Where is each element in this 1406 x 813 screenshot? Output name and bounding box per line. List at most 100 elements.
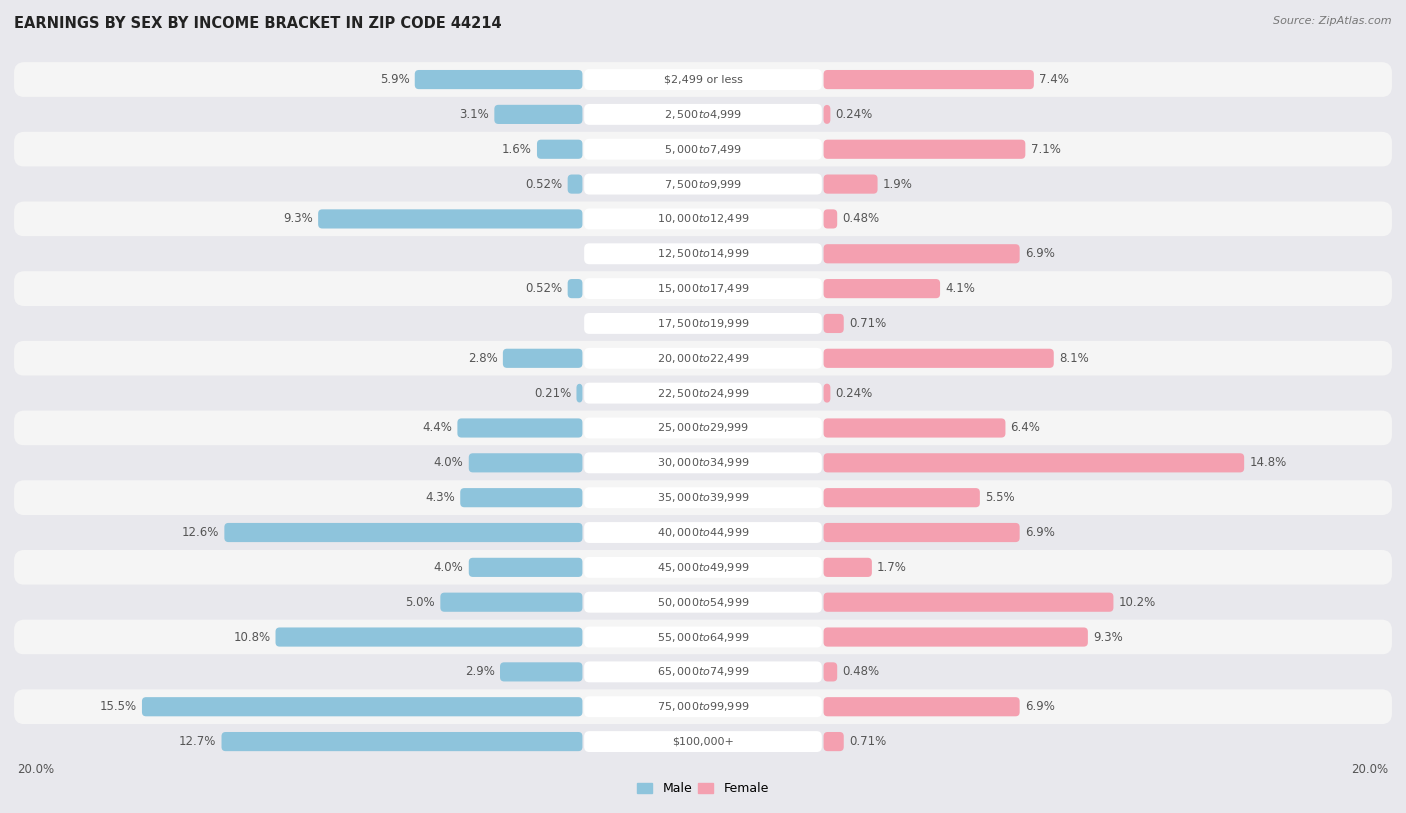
- FancyBboxPatch shape: [824, 628, 1088, 646]
- FancyBboxPatch shape: [824, 70, 1033, 89]
- Text: 6.9%: 6.9%: [1025, 526, 1054, 539]
- Text: 9.3%: 9.3%: [1092, 631, 1123, 644]
- FancyBboxPatch shape: [14, 341, 1392, 376]
- FancyBboxPatch shape: [583, 418, 823, 438]
- FancyBboxPatch shape: [14, 202, 1392, 237]
- FancyBboxPatch shape: [583, 104, 823, 125]
- FancyBboxPatch shape: [824, 454, 1244, 472]
- Text: 4.1%: 4.1%: [945, 282, 976, 295]
- FancyBboxPatch shape: [824, 105, 831, 124]
- FancyBboxPatch shape: [583, 348, 823, 369]
- Text: 6.9%: 6.9%: [1025, 247, 1054, 260]
- Text: 4.4%: 4.4%: [422, 421, 453, 434]
- Text: 4.0%: 4.0%: [434, 456, 464, 469]
- FancyBboxPatch shape: [14, 62, 1392, 97]
- FancyBboxPatch shape: [824, 593, 1114, 611]
- Text: $30,000 to $34,999: $30,000 to $34,999: [657, 456, 749, 469]
- FancyBboxPatch shape: [824, 244, 1019, 263]
- FancyBboxPatch shape: [824, 663, 837, 681]
- FancyBboxPatch shape: [583, 313, 823, 334]
- FancyBboxPatch shape: [468, 558, 582, 577]
- FancyBboxPatch shape: [276, 628, 582, 646]
- Legend: Male, Female: Male, Female: [633, 777, 773, 801]
- FancyBboxPatch shape: [14, 585, 1392, 620]
- Text: 5.5%: 5.5%: [986, 491, 1015, 504]
- Text: 14.8%: 14.8%: [1250, 456, 1286, 469]
- Text: 8.1%: 8.1%: [1059, 352, 1088, 365]
- FancyBboxPatch shape: [583, 383, 823, 403]
- FancyBboxPatch shape: [583, 278, 823, 299]
- Text: $2,500 to $4,999: $2,500 to $4,999: [664, 108, 742, 121]
- Text: 5.9%: 5.9%: [380, 73, 409, 86]
- Text: 0.21%: 0.21%: [534, 387, 571, 400]
- FancyBboxPatch shape: [583, 662, 823, 682]
- FancyBboxPatch shape: [14, 480, 1392, 515]
- FancyBboxPatch shape: [583, 627, 823, 647]
- Text: $50,000 to $54,999: $50,000 to $54,999: [657, 596, 749, 609]
- FancyBboxPatch shape: [503, 349, 582, 367]
- FancyBboxPatch shape: [14, 237, 1392, 272]
- FancyBboxPatch shape: [583, 243, 823, 264]
- FancyBboxPatch shape: [824, 558, 872, 577]
- Text: 1.6%: 1.6%: [502, 143, 531, 156]
- Text: 4.3%: 4.3%: [426, 491, 456, 504]
- FancyBboxPatch shape: [225, 523, 582, 542]
- FancyBboxPatch shape: [318, 209, 582, 228]
- Text: 15.5%: 15.5%: [100, 700, 136, 713]
- FancyBboxPatch shape: [14, 272, 1392, 306]
- FancyBboxPatch shape: [14, 167, 1392, 202]
- FancyBboxPatch shape: [824, 209, 837, 228]
- Text: 20.0%: 20.0%: [17, 763, 55, 776]
- FancyBboxPatch shape: [824, 488, 980, 507]
- FancyBboxPatch shape: [14, 515, 1392, 550]
- FancyBboxPatch shape: [583, 174, 823, 194]
- FancyBboxPatch shape: [14, 724, 1392, 759]
- FancyBboxPatch shape: [14, 132, 1392, 167]
- Text: 20.0%: 20.0%: [1351, 763, 1389, 776]
- FancyBboxPatch shape: [537, 140, 582, 159]
- Text: 1.7%: 1.7%: [877, 561, 907, 574]
- FancyBboxPatch shape: [824, 523, 1019, 542]
- FancyBboxPatch shape: [824, 698, 1019, 716]
- FancyBboxPatch shape: [583, 208, 823, 229]
- Text: 0.24%: 0.24%: [835, 108, 873, 121]
- FancyBboxPatch shape: [568, 279, 582, 298]
- Text: 0.24%: 0.24%: [835, 387, 873, 400]
- FancyBboxPatch shape: [142, 698, 582, 716]
- FancyBboxPatch shape: [824, 384, 831, 402]
- Text: $7,500 to $9,999: $7,500 to $9,999: [664, 177, 742, 190]
- Text: $10,000 to $12,499: $10,000 to $12,499: [657, 212, 749, 225]
- FancyBboxPatch shape: [14, 306, 1392, 341]
- FancyBboxPatch shape: [457, 419, 582, 437]
- FancyBboxPatch shape: [583, 592, 823, 613]
- FancyBboxPatch shape: [824, 175, 877, 193]
- FancyBboxPatch shape: [824, 314, 844, 333]
- Text: $65,000 to $74,999: $65,000 to $74,999: [657, 665, 749, 678]
- Text: 0.48%: 0.48%: [842, 212, 880, 225]
- FancyBboxPatch shape: [824, 349, 1053, 367]
- Text: 10.8%: 10.8%: [233, 631, 270, 644]
- Text: 4.0%: 4.0%: [434, 561, 464, 574]
- Text: $2,499 or less: $2,499 or less: [664, 75, 742, 85]
- FancyBboxPatch shape: [824, 732, 844, 751]
- FancyBboxPatch shape: [824, 279, 941, 298]
- Text: 12.7%: 12.7%: [179, 735, 217, 748]
- Text: Source: ZipAtlas.com: Source: ZipAtlas.com: [1274, 16, 1392, 26]
- Text: 0.48%: 0.48%: [842, 665, 880, 678]
- Text: 3.1%: 3.1%: [460, 108, 489, 121]
- Text: $17,500 to $19,999: $17,500 to $19,999: [657, 317, 749, 330]
- Text: $35,000 to $39,999: $35,000 to $39,999: [657, 491, 749, 504]
- FancyBboxPatch shape: [568, 175, 582, 193]
- Text: 7.4%: 7.4%: [1039, 73, 1069, 86]
- FancyBboxPatch shape: [14, 654, 1392, 689]
- FancyBboxPatch shape: [583, 522, 823, 543]
- Text: 12.6%: 12.6%: [181, 526, 219, 539]
- Text: 10.2%: 10.2%: [1119, 596, 1156, 609]
- FancyBboxPatch shape: [14, 446, 1392, 480]
- Text: 2.9%: 2.9%: [465, 665, 495, 678]
- FancyBboxPatch shape: [222, 732, 582, 751]
- Text: 9.3%: 9.3%: [283, 212, 314, 225]
- FancyBboxPatch shape: [824, 419, 1005, 437]
- Text: $22,500 to $24,999: $22,500 to $24,999: [657, 387, 749, 400]
- FancyBboxPatch shape: [14, 620, 1392, 654]
